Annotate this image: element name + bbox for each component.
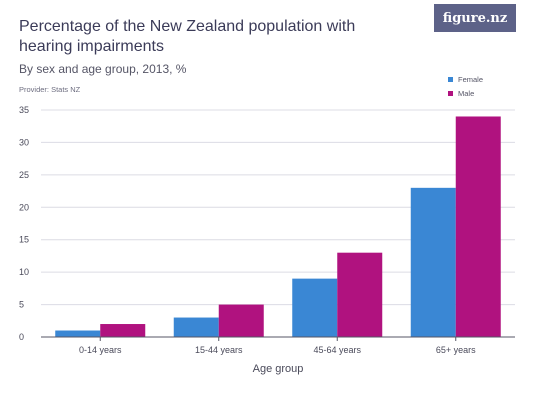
legend-item-male: Male — [448, 86, 483, 100]
chart-legend: Female Male — [448, 72, 483, 100]
data-provider: Provider: Stats NZ — [19, 85, 81, 94]
bar-female — [173, 317, 219, 337]
y-axis-ticks: 0 5 10 15 20 25 30 35 — [19, 105, 29, 342]
legend-label-female: Female — [458, 74, 484, 84]
x-axis-ticks: 0-14 years 15-44 years 45-64 years 65+ year… — [79, 337, 476, 355]
y-tick-label: 15 — [19, 235, 29, 245]
bar-female — [292, 278, 338, 337]
bar-female — [410, 187, 456, 337]
legend-swatch-male — [448, 90, 453, 96]
x-tick-label: 15-44 years — [195, 345, 243, 355]
y-tick-label: 35 — [19, 105, 29, 115]
legend-swatch-female — [448, 76, 453, 82]
x-tick-label: 45-64 years — [313, 345, 361, 355]
y-tick-label: 5 — [19, 300, 24, 310]
y-tick-label: 10 — [19, 267, 29, 277]
y-tick-label: 30 — [19, 137, 29, 147]
y-tick-label: 20 — [19, 202, 29, 212]
bar-male — [337, 252, 383, 337]
x-axis-title: Age group — [253, 363, 304, 375]
y-tick-label: 25 — [19, 170, 29, 180]
x-tick-label: 65+ years — [436, 345, 476, 355]
figure-nz-logo[interactable]: figure.nz — [434, 4, 516, 32]
bar-male — [455, 116, 501, 337]
bars — [55, 116, 501, 337]
bar-female — [55, 330, 101, 337]
x-tick-label: 0-14 years — [79, 345, 122, 355]
bar-male — [218, 304, 264, 337]
legend-item-female: Female — [448, 72, 483, 86]
legend-label-male: Male — [458, 88, 475, 98]
bar-male — [100, 324, 146, 337]
chart-title: Percentage of the New Zealand population… — [19, 18, 356, 55]
chart-subtitle: By sex and age group, 2013, % — [19, 62, 187, 76]
y-tick-label: 0 — [19, 332, 24, 342]
